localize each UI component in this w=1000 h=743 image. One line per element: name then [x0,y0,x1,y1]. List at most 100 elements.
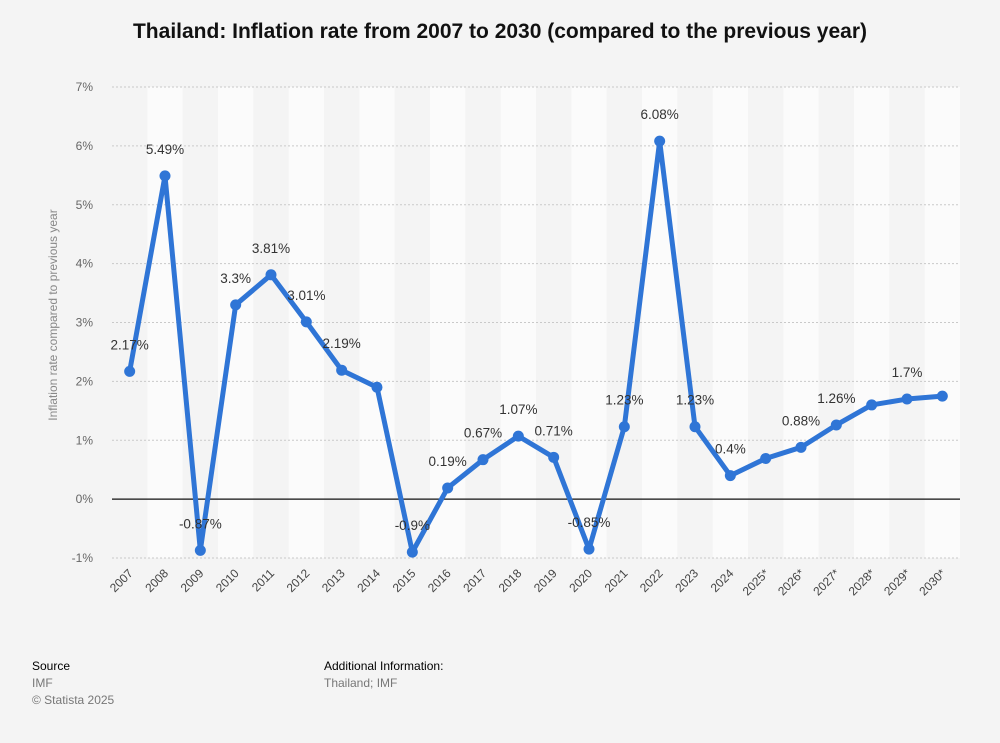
source-name[interactable]: IMF [32,676,53,690]
column-band [465,87,501,558]
x-tick-label: 2026* [775,566,807,598]
data-label: 2.17% [111,337,149,352]
additional-info-heading[interactable]: Additional Information: [324,659,444,673]
data-point [442,482,454,494]
data-point [124,365,136,377]
data-label: 1.07% [499,402,537,417]
data-point [512,430,524,442]
additional-info-text: Thailand; IMF [324,676,398,690]
x-tick-label: 2030* [916,566,948,598]
data-point [936,390,948,402]
x-tick-label: 2016 [425,566,454,595]
data-point [724,470,736,482]
data-label: 1.23% [605,393,643,408]
data-label: 1.7% [892,365,923,380]
data-point [230,299,242,311]
y-tick-label: 2% [76,374,94,388]
y-tick-label: 7% [76,80,94,94]
data-point [194,544,206,556]
data-points [124,135,948,558]
column-band [253,87,289,558]
x-tick-label: 2018 [496,566,525,595]
data-label: -0.85% [568,515,611,530]
data-label: -0.87% [179,516,222,531]
page-title: Thailand: Inflation rate from 2007 to 20… [132,20,867,43]
data-point [300,316,312,328]
data-point [795,441,807,453]
x-tick-label: 2022 [637,566,666,595]
data-label: 0.4% [715,442,746,457]
data-point [654,135,666,147]
data-point [371,381,383,393]
x-tick-label: 2029* [881,566,913,598]
x-tick-label: 2017 [460,566,489,595]
additional-info-block: Additional Information: Thailand; IMF [324,659,443,690]
data-point [336,364,348,376]
data-label: 0.19% [429,454,467,469]
data-label: 3.3% [220,271,251,286]
copyright[interactable]: © Statista 2025 [32,693,115,707]
x-tick-label: 2021 [602,566,631,595]
data-point [901,393,913,405]
column-band [500,87,536,558]
y-axis-label: Inflation rate compared to previous year [46,209,60,420]
data-label: 0.71% [535,423,573,438]
data-label: 2.19% [323,336,361,351]
data-point [159,170,171,182]
x-tick-label: 2008 [142,566,171,595]
data-label: -0.9% [395,518,430,533]
data-point [583,543,595,555]
data-point [689,421,701,433]
x-tick-label: 2023 [672,566,701,595]
data-label: 0.67% [464,426,502,441]
x-tick-label: 2011 [249,566,277,594]
column-band [889,87,925,558]
gridlines [112,86,960,559]
data-point [548,451,560,463]
data-point [618,421,630,433]
x-tick-label: 2010 [213,566,242,595]
x-tick-label: 2015 [390,566,419,595]
data-labels: 2.17% 5.49% -0.87% 3.3%3.81% 3.01% 2.19% -0.9%… [111,107,923,533]
x-tick-label: 2025* [740,566,772,598]
x-tick-label: 2020 [566,566,595,595]
x-tick-label: 2027* [810,566,842,598]
x-tick-label: 2013 [319,566,348,595]
data-label: 5.49% [146,142,184,157]
column-band [642,87,678,558]
data-point [760,453,772,465]
series-line [127,138,945,555]
x-tick-label: 2014 [354,566,383,595]
data-label: 1.23% [676,393,714,408]
source-block: Source IMF © Statista 2025 [32,659,114,707]
data-point [866,399,878,411]
x-tick-label: 2012 [284,566,313,595]
x-tick-label: 2024 [708,566,737,595]
source-heading: Source [32,659,71,673]
y-tick-label: 0% [76,492,94,506]
line-chart: -1% 0% 1% 2% 3% 4% 5% 6% 7% Inflation rate compa… [46,80,960,598]
x-tick-label: 2009 [178,566,207,595]
y-tick-label: 5% [76,198,94,212]
y-tick-label: 3% [76,316,94,330]
x-tick-label: 2028* [846,566,878,598]
column-band [854,87,890,558]
data-label: 0.88% [782,413,820,428]
column-band [218,87,254,558]
y-tick-label: 6% [76,139,94,153]
data-point [406,546,418,558]
data-point [477,454,489,466]
y-tick-label: -1% [72,551,94,565]
y-tick-label: 4% [76,257,94,271]
column-band [924,87,960,558]
x-tick-label: 2019 [531,566,560,595]
y-tick-label: 1% [76,433,94,447]
data-point [265,269,277,281]
x-axis-ticks: 2007 2008 2009 2010 2011 2012 2013 2014 2015 2016… [107,566,949,598]
data-label: 3.01% [287,288,325,303]
data-label: 3.81% [252,241,290,256]
data-label: 6.08% [641,107,679,122]
data-point [830,419,842,431]
x-tick-label: 2007 [107,566,136,595]
data-label: 1.26% [817,391,855,406]
